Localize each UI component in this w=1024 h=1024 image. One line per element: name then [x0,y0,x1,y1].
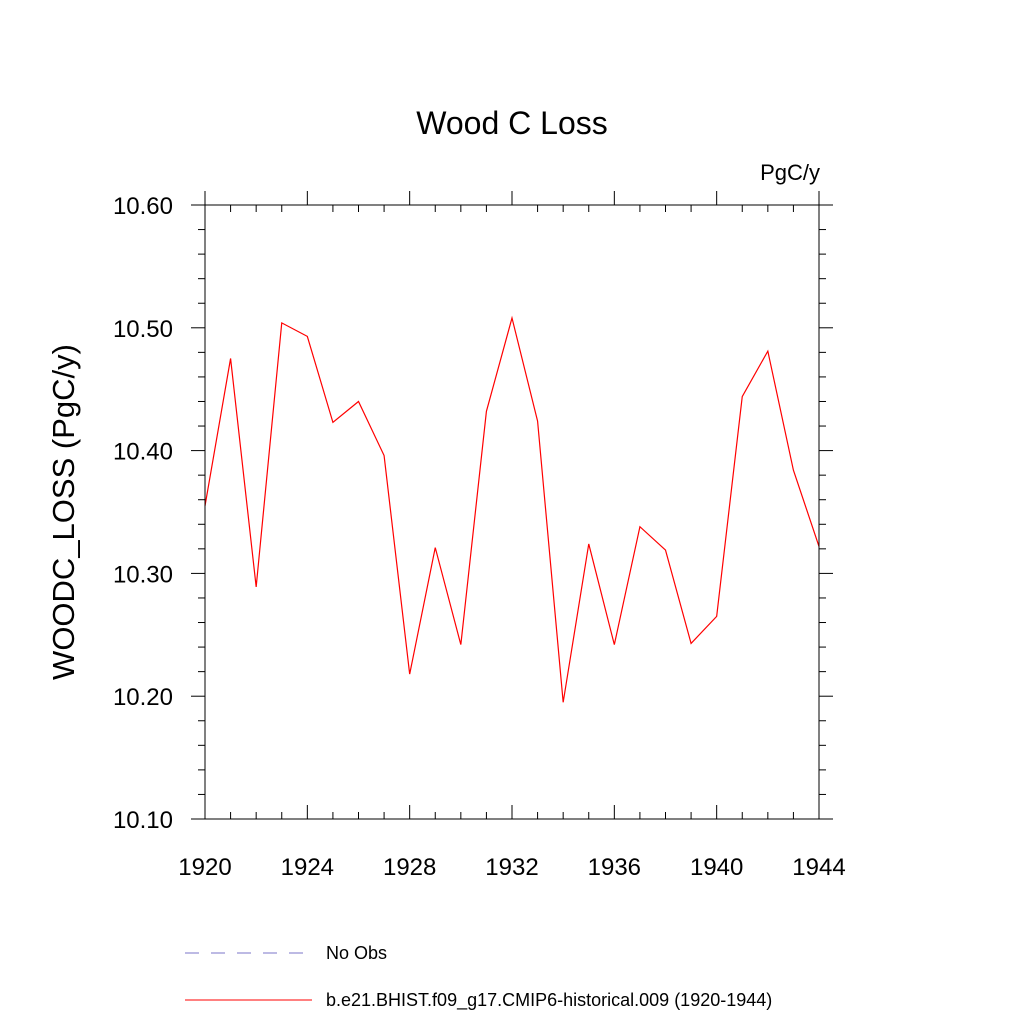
y-tick-label: 10.60 [113,193,173,220]
plot-frame [204,204,820,820]
x-tick-label: 1940 [690,854,743,881]
y-tick-label: 10.40 [113,439,173,466]
y-tick-label: 10.20 [113,684,173,711]
legend-label-no-obs: No Obs [326,943,387,963]
x-axis-ticks: 1920 1924 1928 1932 1936 1940 1944 [178,191,846,881]
legend: No Obs b.e21.BHIST.f09_g17.CMIP6-histori… [185,943,772,1011]
y-tick-label: 10.10 [113,807,173,834]
x-tick-label: 1924 [281,854,334,881]
y-tick-label: 10.50 [113,316,173,343]
units-label: PgC/y [760,160,820,185]
x-tick-label: 1944 [792,854,845,881]
x-tick-label: 1932 [485,854,538,881]
y-tick-label: 10.30 [113,561,173,588]
series-layer [204,315,820,703]
chart-title: Wood C Loss [416,105,608,141]
x-tick-label: 1920 [178,854,231,881]
x-tick-label: 1928 [383,854,436,881]
x-tick-label: 1936 [588,854,641,881]
legend-label-model-run: b.e21.BHIST.f09_g17.CMIP6-historical.009… [326,990,772,1011]
y-axis-label: WOODC_LOSS (PgC/y) [46,344,81,680]
series-line [204,315,820,703]
y-axis-ticks: 10.10 10.20 10.30 10.40 10.50 10.60 [113,193,833,834]
